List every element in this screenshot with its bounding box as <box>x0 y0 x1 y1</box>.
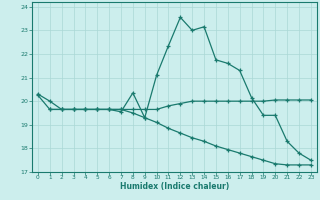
X-axis label: Humidex (Indice chaleur): Humidex (Indice chaleur) <box>120 182 229 191</box>
